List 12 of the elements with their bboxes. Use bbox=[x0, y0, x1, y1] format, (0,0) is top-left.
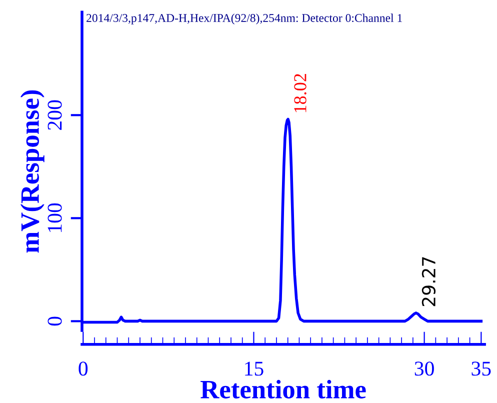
x-tick-label: 30 bbox=[414, 362, 434, 376]
annotation: 29.27 bbox=[422, 257, 436, 306]
x-tick-label: 0 bbox=[78, 362, 88, 376]
x-axis-title: Retention time bbox=[200, 380, 366, 398]
chart-title: 2014/3/3,p147,AD-H,Hex/IPA(92/8),254nm: Detector 0:Channel 1 bbox=[86, 14, 402, 24]
x-tick-label: 35 bbox=[472, 362, 491, 376]
y-tick-label: 0 bbox=[48, 316, 62, 326]
x-tick-label: 15 bbox=[245, 362, 264, 376]
y-tick-label: 200 bbox=[48, 100, 62, 130]
y-tick-label: 100 bbox=[48, 203, 62, 232]
y-axis-title: mV(Response) bbox=[20, 90, 44, 253]
annotation: 18.02 bbox=[294, 74, 306, 112]
